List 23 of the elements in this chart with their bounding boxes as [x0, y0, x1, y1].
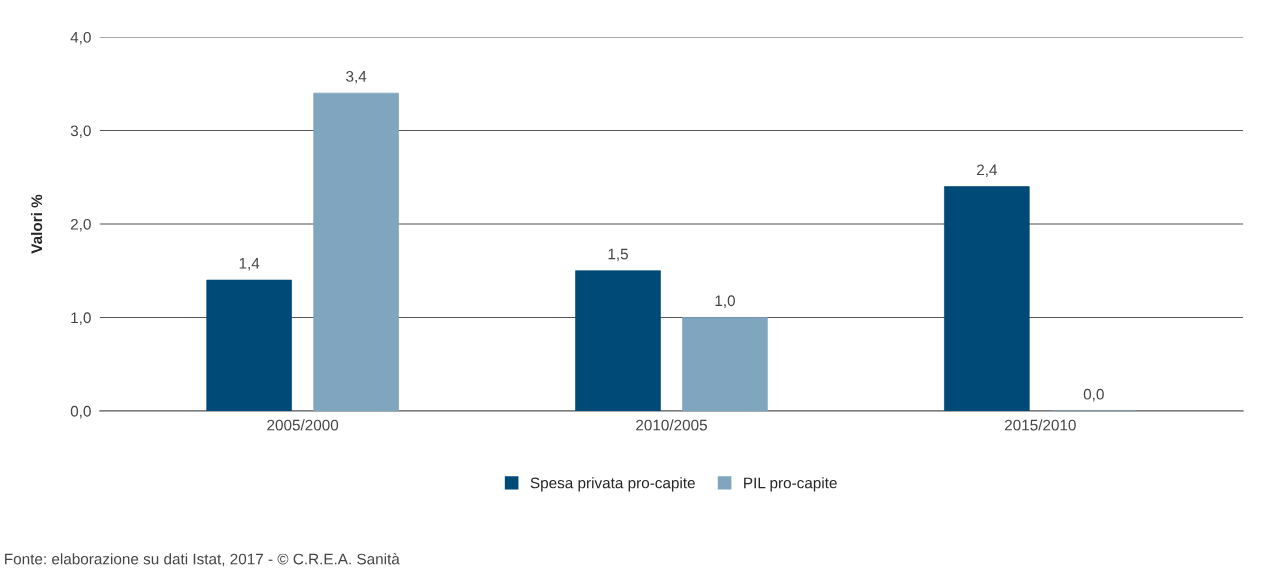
y-tick-label: 0,0 — [70, 405, 91, 419]
x-tick-label: 2005/2000 — [267, 419, 339, 431]
data-label: 2,4 — [976, 164, 998, 178]
source-note: Fonte: elaborazione su dati Istat, 2017 - © C.R.E.A. Sanità — [5, 553, 400, 567]
data-label: 1,4 — [239, 258, 260, 271]
x-tick-label: 2010/2005 — [636, 419, 707, 431]
y-tick-label: 1,0 — [71, 312, 91, 325]
y-tick-label: 4,0 — [70, 31, 91, 45]
y-axis-title: Valori % — [30, 194, 43, 254]
data-label: 0,0 — [1083, 388, 1104, 402]
bar — [682, 317, 768, 411]
legend-label: Spesa privata pro-capite — [530, 477, 695, 492]
data-label: 3,4 — [346, 70, 367, 84]
y-tick-label: 2,0 — [70, 218, 91, 232]
x-tick-label: 2015/2010 — [1004, 419, 1076, 431]
bar — [575, 270, 661, 411]
y-tick-label: 3,0 — [70, 125, 91, 139]
legend-label: PIL pro-capite — [744, 477, 837, 492]
data-label: 1,0 — [715, 295, 735, 308]
bar — [313, 92, 399, 411]
bar — [944, 186, 1030, 411]
data-label: 1,5 — [608, 248, 628, 262]
bar — [206, 279, 292, 411]
